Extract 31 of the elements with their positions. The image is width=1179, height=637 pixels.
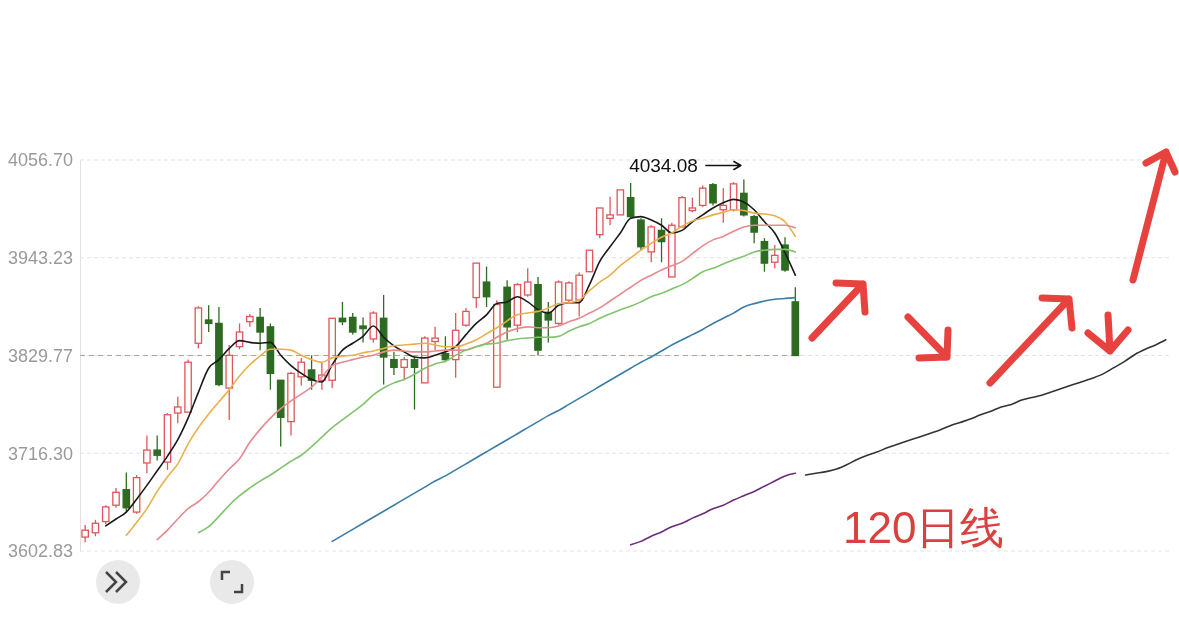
line-series: [804, 338, 1167, 476]
y-tick-label: 3829.77: [7, 345, 73, 366]
candlestick: [359, 316, 367, 344]
candlestick: [276, 379, 285, 448]
candlestick: [390, 351, 398, 376]
y-tick-label: 3943.23: [7, 248, 73, 269]
candlestick: [709, 182, 717, 207]
candlestick: [606, 196, 614, 226]
candlestick: [431, 326, 439, 351]
candlestick: [565, 280, 573, 303]
y-tick-label: 3602.83: [7, 541, 73, 562]
annotation: 120日线: [843, 503, 1005, 552]
line-series: [629, 472, 797, 546]
candlestick: [616, 189, 625, 216]
candlestick: [143, 434, 151, 474]
candlestick: [112, 487, 120, 509]
candlestick: [287, 371, 295, 437]
candlestick: [318, 362, 326, 391]
line-series: [331, 296, 797, 543]
candlestick: [184, 358, 192, 413]
y-tick-label: 3716.30: [7, 443, 73, 464]
candlestick: [256, 307, 264, 351]
y-tick-label: 4056.70: [7, 150, 73, 171]
candlestick: [585, 249, 594, 273]
candlestick: [637, 217, 645, 251]
candlestick: [678, 195, 686, 228]
candlestick: [81, 524, 89, 543]
candlestick: [462, 307, 470, 328]
candlestick: [503, 279, 511, 341]
candlestick: [215, 306, 223, 387]
annotation: 4034.08: [629, 155, 698, 177]
